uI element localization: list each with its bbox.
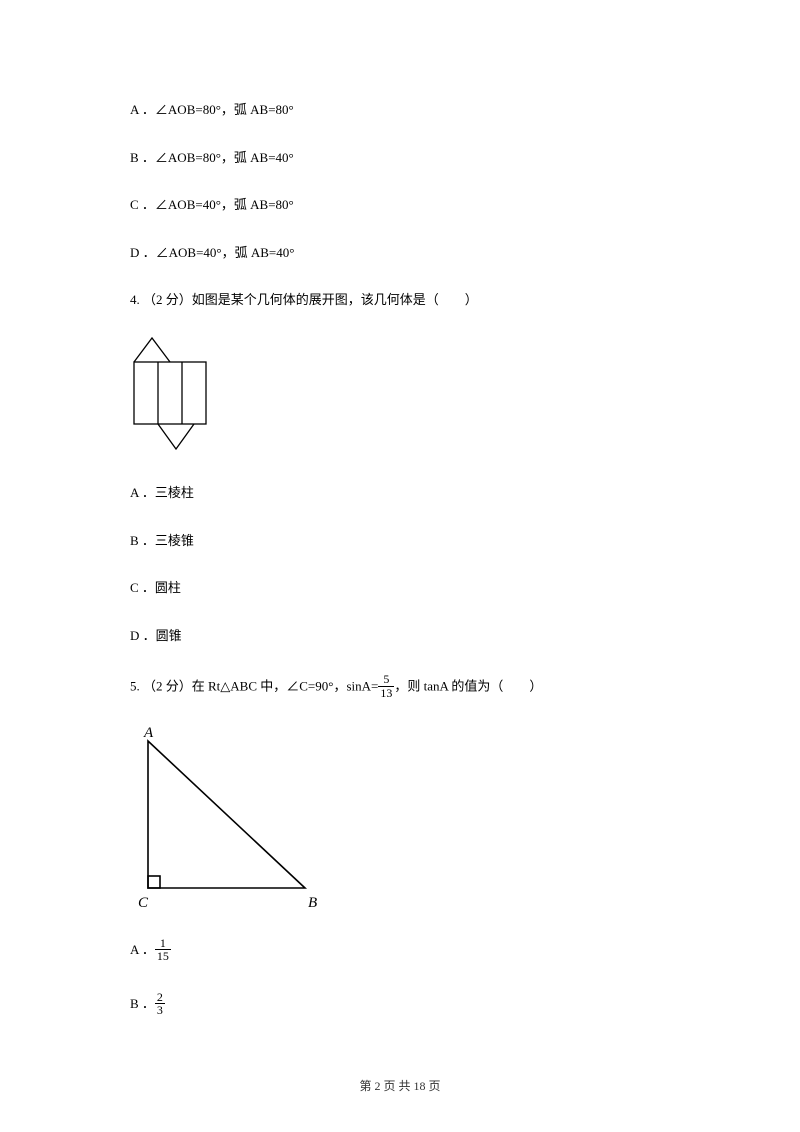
q5-stem-post: ，则 tanA 的值为（ ） (394, 678, 542, 693)
q3-option-d: D ．∠AOB=40°，弧 AB=40° (130, 243, 670, 263)
q4-option-d: D ．圆锥 (130, 626, 670, 646)
q5-a-num: 1 (155, 937, 171, 951)
q5-option-a: A ．115 (130, 937, 670, 963)
page-footer: 第 2 页 共 18 页 (0, 1077, 800, 1094)
q5-stem-pre: 5. （2 分）在 Rt△ABC 中，∠C=90°，sinA= (130, 678, 378, 693)
q5-option-a-fraction: 115 (155, 937, 171, 963)
q5-a-den: 15 (155, 950, 171, 963)
q4-net-figure (130, 334, 670, 460)
q5-b-num: 2 (155, 991, 165, 1005)
q5-stem-frac-num: 5 (378, 673, 394, 687)
q5-stem: 5. （2 分）在 Rt△ABC 中，∠C=90°，sinA=513，则 tan… (130, 673, 670, 699)
q4-stem: 4. （2 分）如图是某个几何体的展开图，该几何体是（ ） (130, 290, 670, 310)
q3-option-b: B ．∠AOB=80°，弧 AB=40° (130, 148, 670, 168)
q5-option-a-label: A ． (130, 940, 155, 960)
q4-option-a: A ．三棱柱 (130, 483, 670, 503)
q5-b-den: 3 (155, 1004, 165, 1017)
q3-option-c: C ．∠AOB=40°，弧 AB=80° (130, 195, 670, 215)
q5-option-b: B ．23 (130, 991, 670, 1017)
svg-text:A: A (143, 725, 154, 741)
svg-text:C: C (138, 895, 149, 911)
q3-option-a: A ．∠AOB=80°，弧 AB=80° (130, 100, 670, 120)
q5-option-b-fraction: 23 (155, 991, 165, 1017)
svg-text:B: B (308, 895, 317, 911)
q5-triangle-figure: A C B (130, 723, 670, 919)
q5-stem-fraction: 513 (378, 673, 394, 699)
q5-stem-frac-den: 13 (378, 687, 394, 700)
q5-option-b-label: B ． (130, 994, 155, 1014)
q4-option-c: C ．圆柱 (130, 578, 670, 598)
q4-option-b: B ．三棱锥 (130, 531, 670, 551)
